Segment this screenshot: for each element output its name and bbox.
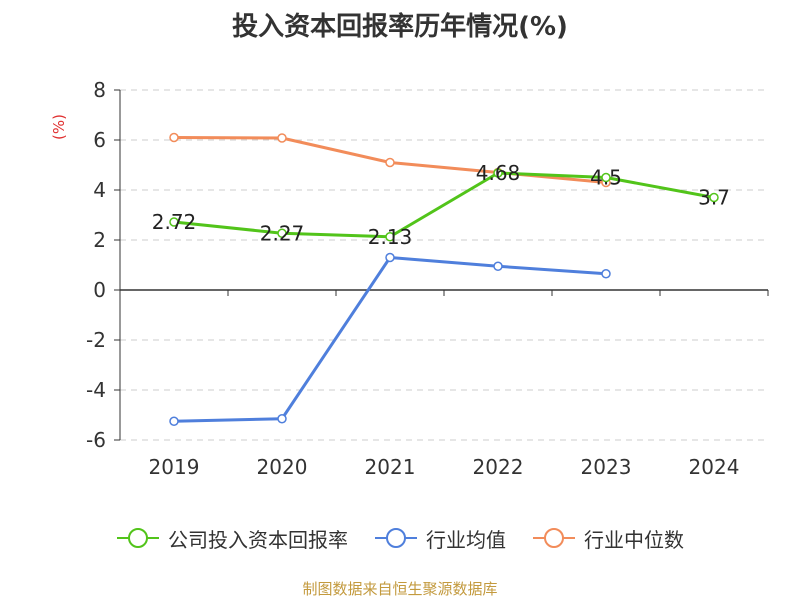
legend-marker (533, 528, 575, 548)
data-point (385, 252, 395, 263)
legend-item: 行业中位数 (532, 524, 684, 553)
legend-label: 公司投入资本回报率 (168, 527, 348, 552)
data-label: 4.5 (590, 166, 622, 190)
y-tick-label: 8 (93, 78, 106, 102)
series-lines (169, 132, 719, 426)
data-point (277, 228, 287, 238)
x-tick-label: 2019 (149, 455, 200, 479)
x-tick-label: 2023 (581, 455, 632, 479)
data-point (169, 416, 179, 426)
x-tick-label: 2022 (473, 455, 524, 479)
data-point (385, 232, 395, 242)
data-point (601, 172, 611, 183)
x-tick-label: 2021 (365, 455, 416, 479)
data-point (169, 132, 179, 143)
legend-marker (117, 528, 159, 548)
y-tick-label: -2 (86, 328, 106, 352)
data-label: 3.7 (698, 186, 730, 210)
legend-circle (128, 528, 148, 548)
axes: -6 -4 -2 0 2 4 6 8 2019 2020 2021 2022 2023 2024 (%) (50, 78, 769, 479)
x-tick-label: 2024 (689, 455, 740, 479)
legend-label: 行业均值 (426, 527, 506, 552)
x-tick-label: 2020 (257, 455, 308, 479)
data-point (493, 168, 503, 178)
legend-item: 行业均值 (374, 524, 506, 553)
series-line (173, 256, 607, 423)
data-point (169, 217, 179, 227)
data-labels: 2.72 2.27 2.13 4.68 4.5 3.7 (152, 161, 730, 249)
y-tick-label: -4 (86, 378, 106, 402)
y-tick-label: 2 (93, 228, 106, 252)
data-label: 2.27 (260, 221, 305, 245)
y-axis-label: (%) (50, 114, 68, 140)
y-tick-label: -6 (86, 428, 106, 452)
data-label: 4.68 (476, 161, 521, 185)
y-tick-label: 0 (93, 278, 106, 302)
legend-marker (375, 528, 417, 548)
series-line (173, 171, 715, 239)
legend-label: 行业中位数 (584, 527, 684, 552)
data-point (277, 133, 287, 143)
data-point (601, 269, 611, 279)
y-tick-label: 4 (93, 178, 106, 202)
chart-title: 投入资本回报率历年情况(%) (232, 12, 568, 42)
data-label: 2.13 (368, 225, 413, 249)
data-point (277, 414, 287, 424)
legend-circle (386, 528, 406, 548)
y-tick-label: 6 (93, 128, 106, 152)
data-point (385, 157, 395, 168)
legend: 公司投入资本回报率 行业均值 行业中位数 (0, 521, 800, 555)
source-note: 制图数据来自恒生聚源数据库 (302, 580, 498, 598)
data-point (709, 192, 719, 203)
grid-lines (120, 89, 768, 441)
legend-circle (544, 528, 564, 548)
data-point (493, 261, 503, 271)
legend-item: 公司投入资本回报率 (116, 524, 348, 553)
data-label: 2.72 (152, 210, 197, 234)
